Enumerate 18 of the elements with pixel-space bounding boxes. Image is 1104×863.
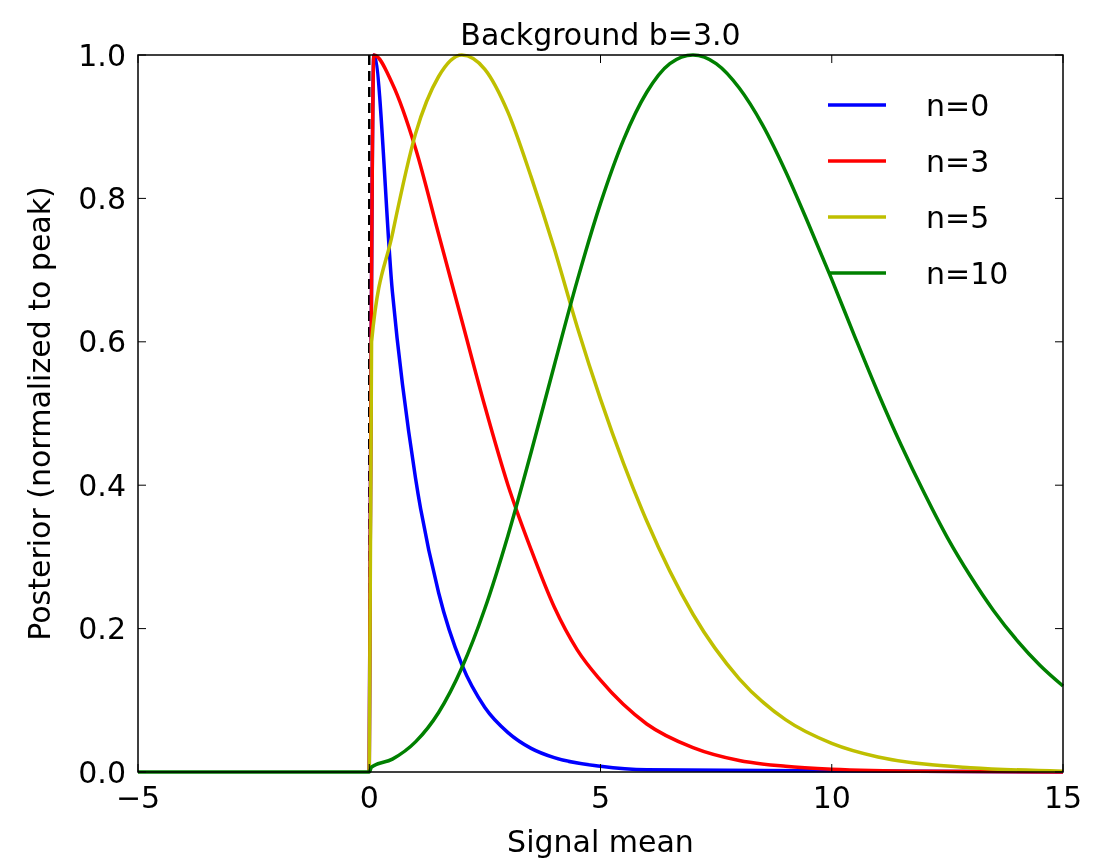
legend-label: n=0: [926, 87, 990, 123]
legend-label: n=10: [926, 255, 1009, 291]
y-tick-label: 0.2: [78, 611, 126, 647]
x-tick-label: 10: [812, 780, 851, 815]
line-series: [136, 53, 1065, 774]
y-tick-label: 0.6: [78, 324, 126, 360]
line-series: [367, 53, 1065, 774]
x-axis-title: Signal mean: [507, 824, 694, 859]
legend-label: n=3: [926, 143, 990, 179]
x-tick-label: 5: [590, 780, 611, 815]
chart-title: Background b=3.0: [460, 17, 741, 52]
x-tick-label: 15: [1043, 780, 1083, 815]
y-tick-label: 0.8: [78, 180, 126, 216]
x-tick-label: 0: [359, 780, 379, 815]
y-tick-label: 0.4: [78, 467, 126, 503]
y-axis-title: Posterior (normalized to peak): [22, 186, 57, 641]
legend-label: n=5: [926, 199, 990, 235]
y-tick-label: 1.0: [78, 37, 126, 73]
